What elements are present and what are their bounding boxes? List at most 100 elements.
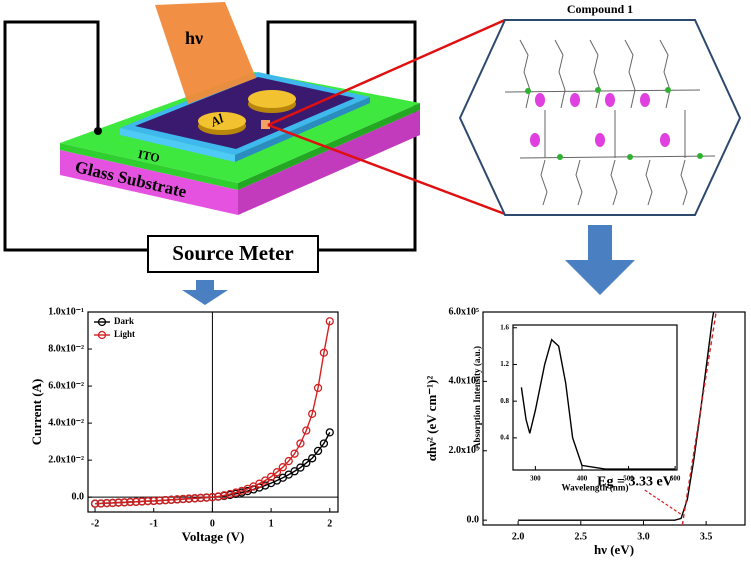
metal (525, 88, 531, 94)
data-point (120, 498, 129, 507)
metal (665, 87, 671, 93)
data-point (178, 494, 188, 504)
ligand (610, 159, 618, 206)
data-point (290, 467, 299, 476)
atom (535, 93, 545, 107)
y-axis-label: Absorption Intensity (a.u.) (472, 346, 482, 449)
legend-label: Light (114, 329, 135, 339)
data-point (196, 493, 205, 503)
data-point (325, 428, 334, 437)
ito-label: ITO (137, 147, 161, 165)
x-tick-label: 600 (670, 475, 681, 483)
wire (3, 20, 148, 252)
data-point (149, 496, 158, 506)
atom (570, 93, 580, 107)
plot-frame (512, 324, 678, 471)
chain (519, 155, 716, 159)
data-point (272, 468, 282, 477)
x-tick-label: 1 (269, 518, 274, 529)
zoom-line (267, 123, 506, 216)
x-tick-label: 400 (577, 475, 588, 483)
series-line (520, 338, 676, 470)
x-tick-label: 300 (530, 475, 541, 483)
instrument-label: Source Meter (172, 241, 293, 265)
y-axis-label: Current (A) (29, 379, 44, 446)
electrode (248, 90, 296, 108)
crystal-structure: Compound 1 (458, 2, 742, 216)
data-point (108, 498, 117, 508)
atom (640, 93, 650, 107)
atom (660, 133, 670, 147)
ligand (519, 39, 531, 109)
y-tick-label: 0.8 (500, 397, 509, 405)
plot-frame (87, 311, 339, 513)
data-point (90, 499, 100, 508)
substrate-side (238, 110, 420, 215)
series-line (681, 311, 717, 526)
legend-marker (97, 317, 107, 327)
data-point (155, 496, 164, 505)
data-point (290, 449, 299, 458)
x-tick-label: 2.0 (512, 531, 525, 542)
ligand (680, 159, 688, 206)
y-tick-label: 6.0x10⁵ (449, 306, 480, 317)
instrument-box (147, 235, 319, 273)
y-tick-label: 0.0 (467, 514, 480, 525)
beam-label: hν (185, 28, 203, 48)
device-schematic: hν Al ITO Glass Substrate Source Meter (3, 2, 506, 273)
data-point (190, 494, 199, 503)
y-tick-label: 1.2 (500, 360, 509, 368)
arrow (182, 280, 228, 305)
data-point (102, 498, 111, 508)
sample-spot (261, 120, 270, 129)
inset-background (513, 325, 677, 470)
data-point (313, 446, 323, 456)
ito-front (60, 143, 238, 190)
x-tick-label: 500 (623, 475, 634, 483)
hexagon (458, 19, 742, 216)
substrate-front (60, 150, 238, 215)
y-tick-label: 2.0x10⁵ (449, 445, 480, 456)
x-tick-label: 2.5 (575, 531, 588, 542)
data-point (202, 493, 211, 502)
data-point (167, 495, 176, 504)
data-point (325, 317, 334, 326)
y-tick-label: 6.0x10⁻² (48, 380, 84, 391)
ligand (624, 39, 636, 109)
data-point (214, 492, 223, 501)
data-point (161, 495, 170, 505)
blue-layer-front (120, 128, 235, 162)
data-point (137, 497, 147, 506)
compound-film (135, 77, 355, 149)
data-point (114, 498, 123, 507)
ito-side (238, 103, 420, 190)
data-point (173, 495, 182, 504)
data-point (143, 496, 153, 506)
x-axis-label: hν (eV) (594, 542, 634, 557)
x-axis-label: Voltage (V) (182, 529, 245, 544)
data-point (284, 456, 293, 466)
data-point (96, 499, 106, 508)
data-point (184, 494, 194, 503)
y-axis-label: αhν² (eV cm⁻¹)² (424, 376, 439, 462)
y-tick-label: 4.0x10⁻² (48, 417, 84, 428)
blue-layer-side (235, 97, 370, 162)
atom (530, 133, 540, 147)
light-beam (155, 2, 256, 104)
data-point (266, 472, 276, 481)
data-point (302, 426, 311, 435)
x-tick-label: 3.5 (700, 531, 713, 542)
data-point (308, 409, 317, 419)
data-point (319, 439, 329, 448)
plot-frame (482, 311, 746, 526)
ligand (575, 159, 583, 206)
data-point (131, 497, 141, 506)
annotation: Eg = 3.33 eV (597, 474, 673, 489)
metal (557, 154, 563, 160)
x-tick-label: 2 (327, 518, 332, 529)
compound-label: Compound 1 (567, 2, 633, 16)
data-point (126, 497, 135, 507)
contact (94, 127, 102, 135)
legend-marker (97, 330, 107, 340)
series-line (518, 311, 715, 521)
